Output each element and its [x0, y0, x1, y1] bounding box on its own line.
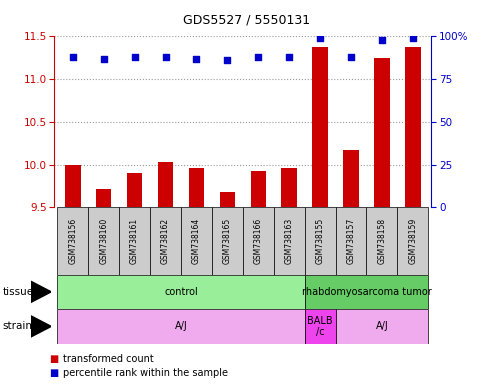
Bar: [57, 275, 305, 309]
Text: transformed count: transformed count: [63, 354, 154, 364]
Bar: [243, 207, 274, 275]
Bar: [57, 207, 88, 275]
Point: [285, 54, 293, 60]
Text: GSM738163: GSM738163: [284, 218, 294, 264]
Bar: [305, 207, 336, 275]
Text: GSM738155: GSM738155: [316, 218, 324, 264]
Bar: [250, 170, 266, 207]
Text: GSM738161: GSM738161: [130, 218, 139, 264]
Text: rhabdomyosarcoma tumor: rhabdomyosarcoma tumor: [302, 287, 431, 297]
Point: [100, 56, 107, 62]
Bar: [305, 309, 336, 344]
Text: GSM738162: GSM738162: [161, 218, 170, 264]
Bar: [336, 207, 366, 275]
Bar: [150, 207, 181, 275]
Bar: [282, 168, 297, 207]
Text: control: control: [164, 287, 198, 297]
Point: [409, 35, 417, 41]
Bar: [405, 47, 421, 207]
Text: percentile rank within the sample: percentile rank within the sample: [63, 368, 228, 378]
Bar: [305, 275, 428, 309]
Text: GSM738165: GSM738165: [223, 218, 232, 264]
Bar: [119, 207, 150, 275]
Text: GSM738159: GSM738159: [408, 218, 418, 264]
Bar: [127, 173, 142, 207]
Bar: [374, 58, 389, 207]
Bar: [219, 192, 235, 207]
Bar: [65, 165, 80, 207]
Text: ■: ■: [49, 354, 59, 364]
Bar: [366, 207, 397, 275]
Text: BALB
/c: BALB /c: [307, 316, 333, 337]
Bar: [158, 162, 173, 207]
Bar: [212, 207, 243, 275]
Polygon shape: [31, 316, 51, 337]
Bar: [189, 168, 204, 207]
Point: [378, 37, 386, 43]
Text: GSM738166: GSM738166: [254, 218, 263, 264]
Bar: [313, 47, 328, 207]
Bar: [336, 309, 428, 344]
Text: GSM738164: GSM738164: [192, 218, 201, 264]
Text: A/J: A/J: [175, 321, 187, 331]
Point: [254, 54, 262, 60]
Bar: [343, 150, 359, 207]
Point: [162, 54, 170, 60]
Bar: [96, 189, 111, 207]
Text: tissue: tissue: [2, 287, 34, 297]
Point: [69, 54, 77, 60]
Text: ■: ■: [49, 368, 59, 378]
Point: [223, 57, 231, 63]
Text: GSM738157: GSM738157: [347, 218, 355, 264]
Bar: [57, 309, 305, 344]
Bar: [181, 207, 212, 275]
Point: [316, 35, 324, 41]
Point: [192, 56, 200, 62]
Text: GSM738156: GSM738156: [68, 218, 77, 264]
Point: [347, 54, 355, 60]
Text: strain: strain: [2, 321, 33, 331]
Point: [131, 54, 139, 60]
Text: GDS5527 / 5550131: GDS5527 / 5550131: [183, 13, 310, 26]
Bar: [274, 207, 305, 275]
Bar: [88, 207, 119, 275]
Text: GSM738158: GSM738158: [378, 218, 387, 264]
Polygon shape: [31, 281, 51, 303]
Bar: [397, 207, 428, 275]
Text: A/J: A/J: [376, 321, 388, 331]
Text: GSM738160: GSM738160: [99, 218, 108, 264]
